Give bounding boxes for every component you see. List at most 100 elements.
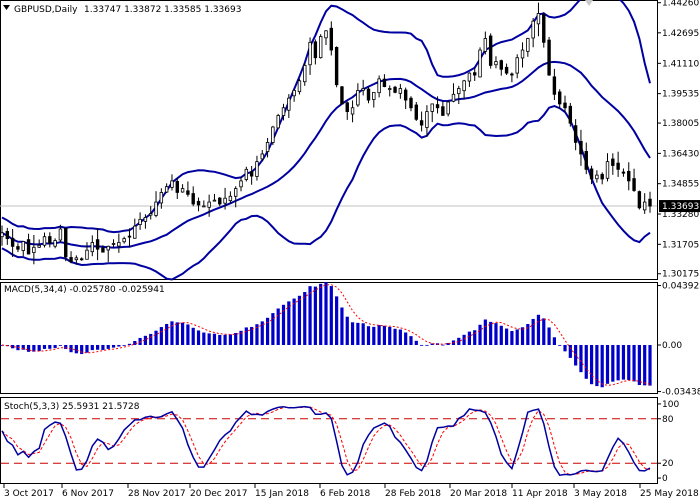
x-tick-label: 20 Dec 2017 — [190, 489, 248, 499]
candle — [552, 68, 557, 100]
macd-bar — [404, 332, 408, 345]
macd-bar — [303, 292, 307, 345]
price-panel: 1.44260 1.42695 1.41110 1.39535 1.38005 1.364… — [0, 0, 700, 281]
macd-bar — [234, 332, 238, 345]
candle — [642, 193, 647, 214]
macd-bar — [180, 322, 185, 345]
candle — [515, 54, 519, 79]
macd-bar — [510, 331, 514, 345]
candle — [281, 103, 286, 121]
macd-bar — [345, 316, 349, 345]
stoch-panel-frame — [0, 397, 658, 484]
macd-bar — [329, 286, 333, 345]
candle — [127, 228, 132, 248]
candle — [473, 67, 477, 81]
candle — [149, 206, 153, 220]
stoch-tick-label: 80 — [662, 415, 674, 425]
price-tick-label: 1.39535 — [662, 90, 699, 100]
candle — [223, 187, 227, 210]
macd-bar — [600, 344, 604, 388]
price-tick-label: 1.36430 — [662, 149, 699, 159]
candle — [207, 194, 211, 217]
candle — [600, 172, 604, 185]
macd-panel-frame — [0, 282, 658, 394]
macd-bar — [425, 344, 429, 346]
macd-bar — [621, 344, 626, 380]
candle — [637, 190, 642, 210]
macd-bar — [244, 327, 248, 345]
macd-bar — [372, 326, 376, 345]
macd-bar — [250, 326, 254, 345]
candle — [48, 232, 52, 248]
macd-bar — [542, 318, 546, 345]
macd-bar — [520, 327, 525, 345]
macd-signal-line — [1, 284, 651, 386]
candle — [568, 102, 573, 127]
candle — [504, 63, 509, 76]
current-price-label: 1.33693 — [662, 202, 699, 212]
macd-bar — [101, 344, 105, 350]
macd-bar — [589, 344, 594, 385]
macd-bar — [218, 334, 222, 345]
price-tick-label: 1.38005 — [662, 119, 699, 129]
candle — [218, 197, 222, 207]
macd-bar — [552, 337, 556, 345]
candle — [244, 166, 249, 182]
shift-marker-icon[interactable] — [585, 0, 593, 6]
x-tick-label: 15 Jan 2018 — [255, 489, 309, 499]
candle — [499, 59, 503, 76]
macd-bar — [504, 328, 509, 345]
macd-tick-label: 0.043922 — [662, 282, 700, 292]
candle — [143, 214, 148, 229]
macd-bar — [350, 322, 355, 345]
candle — [648, 191, 652, 213]
candles — [0, 2, 652, 265]
macd-bar — [467, 331, 472, 345]
candle — [435, 96, 440, 114]
candle — [462, 79, 466, 100]
macd-bar — [377, 325, 381, 345]
candle — [117, 233, 121, 253]
candle — [276, 113, 280, 129]
macd-bar — [143, 335, 148, 345]
price-header-symbol: GBPUSD,Daily — [14, 5, 78, 15]
stoch-title: Stoch(5,3,3) 25.5931 21.5728 — [4, 402, 140, 412]
candle — [64, 227, 68, 262]
candle — [287, 94, 291, 118]
macd-bar — [80, 344, 84, 355]
macd-bar — [26, 344, 31, 352]
macd-bar — [202, 332, 206, 345]
stoch-panel: 100 80 20 0 Stoch(5,3,3) 25.5931 21.5728 — [0, 397, 679, 484]
stoch-levels — [1, 418, 657, 464]
macd-axis: 0.043922 0.00 -0.034388 — [657, 282, 700, 398]
candle — [621, 168, 626, 177]
candle — [308, 37, 312, 75]
macd-bar — [165, 323, 169, 345]
macd-bar — [632, 344, 636, 382]
candle — [313, 39, 318, 65]
macd-title: MACD(5,34,4) -0.025780 -0.025941 — [4, 285, 165, 295]
x-tick-label: 3 Oct 2017 — [4, 489, 54, 499]
macd-bar — [361, 323, 365, 345]
collapse-triangle-icon[interactable] — [3, 5, 10, 10]
candle — [318, 34, 323, 59]
candle — [467, 72, 472, 87]
candle — [430, 103, 434, 123]
candle — [37, 239, 41, 248]
candle — [10, 228, 15, 257]
x-tick-label: 20 Mar 2018 — [450, 489, 507, 499]
candle — [536, 2, 541, 37]
stoch-main-line — [1, 405, 651, 477]
candle — [334, 46, 339, 88]
macd-bar — [611, 344, 615, 382]
candle — [249, 165, 254, 185]
x-tick-label: 3 May 2018 — [574, 489, 627, 499]
macd-bar — [32, 344, 36, 352]
x-tick-label: 25 May 2018 — [640, 489, 699, 499]
candle — [32, 235, 36, 265]
candle — [74, 255, 79, 265]
macd-bar — [393, 328, 397, 345]
stoch-axis: 100 80 20 0 — [657, 400, 679, 484]
